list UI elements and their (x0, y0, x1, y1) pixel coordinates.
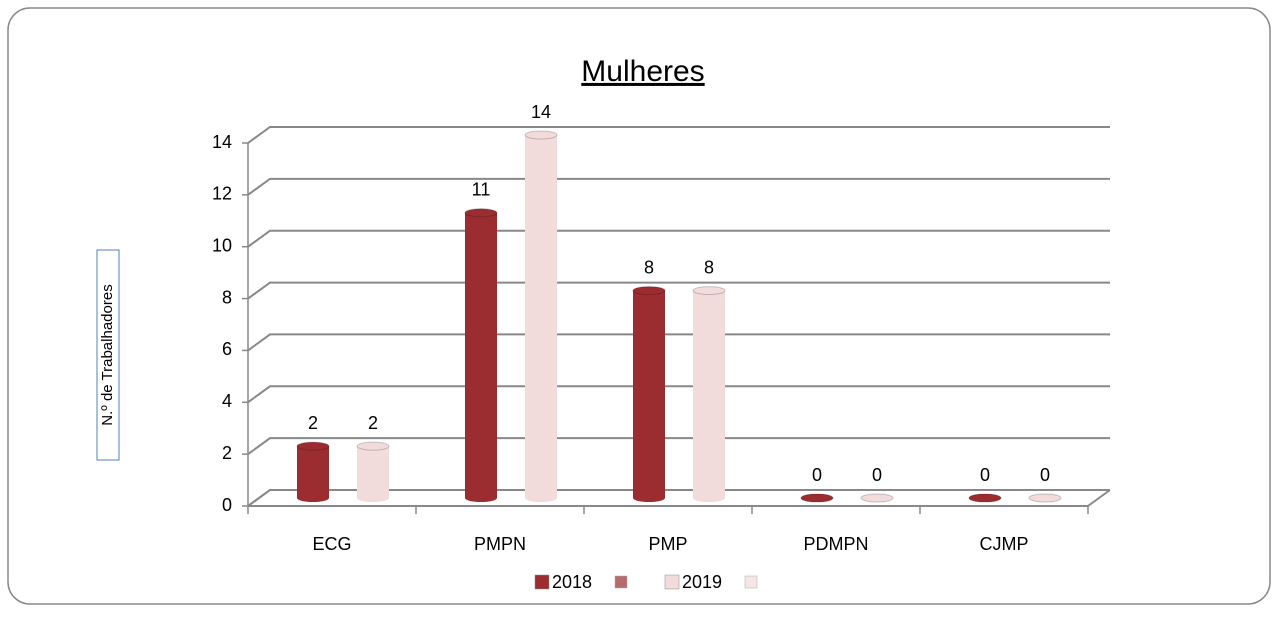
value-label: 2 (308, 413, 318, 433)
x-tick-label: PMPN (474, 534, 526, 554)
legend-swatch-extra (744, 575, 758, 589)
bar-top (356, 441, 390, 451)
bar-top (968, 493, 1002, 503)
value-label: 0 (872, 465, 882, 485)
legend-label: 2019 (682, 572, 722, 592)
bar-base (525, 494, 557, 502)
bar-top (860, 493, 894, 503)
bar-top (464, 208, 498, 218)
y-tick-label: 0 (222, 495, 232, 515)
y-label-box (96, 249, 120, 461)
bar-base (297, 494, 329, 502)
bar (296, 441, 330, 502)
value-label: 0 (812, 465, 822, 485)
bar (524, 130, 558, 502)
value-label: 2 (368, 413, 378, 433)
bar (1028, 493, 1062, 503)
grid-line (247, 437, 1110, 455)
y-tick-label: 6 (222, 339, 232, 359)
bar (356, 441, 390, 502)
bar-body (525, 135, 557, 498)
bar-base (357, 494, 389, 502)
bar-base (693, 494, 725, 502)
chart-title: Mulheres (581, 55, 704, 88)
y-axis-label: N.º de Trabalhadores (99, 284, 116, 425)
axis-line (1087, 489, 1111, 507)
bar-body (465, 212, 497, 499)
bar-top (524, 130, 558, 140)
legend-label: 2018 (552, 572, 592, 592)
bar-body (357, 446, 389, 498)
y-tick-label: 14 (212, 132, 232, 152)
bar (632, 286, 666, 502)
y-tick-label: 2 (222, 443, 232, 463)
grid-line (247, 333, 1110, 352)
value-label: 8 (704, 257, 714, 277)
bar (692, 286, 726, 502)
y-tick-label: 8 (222, 287, 232, 307)
bar (968, 493, 1002, 503)
bar-base (465, 494, 497, 502)
y-tick-label: 12 (212, 184, 232, 204)
bar (800, 493, 834, 503)
legend-swatch (534, 574, 550, 590)
bar-top (1028, 493, 1062, 503)
legend-swatch-extra (614, 575, 628, 589)
value-label: 0 (1040, 465, 1050, 485)
value-label: 14 (531, 102, 551, 122)
value-label: 11 (472, 180, 491, 200)
grid-line (247, 177, 1110, 196)
legend-swatch (664, 574, 680, 590)
y-tick-label: 10 (212, 235, 232, 255)
bar-base (633, 494, 665, 502)
bar-top (800, 493, 834, 503)
x-tick-label: CJMP (980, 534, 1029, 554)
value-label: 8 (644, 257, 654, 277)
grid-line (247, 229, 1110, 248)
bar-top (632, 286, 666, 296)
x-tick-label: ECG (312, 534, 351, 554)
grid-line (247, 489, 1110, 507)
grid-line (247, 385, 1110, 404)
y-tick-label: 4 (222, 391, 232, 411)
x-tick-label: PDMPN (803, 534, 868, 554)
grid-line (247, 126, 1110, 144)
bar-top (296, 441, 330, 451)
value-label: 0 (980, 465, 990, 485)
bar (464, 208, 498, 502)
grid-line (247, 281, 1110, 300)
bar-body (633, 290, 665, 498)
x-tick-label: PMP (648, 534, 687, 554)
bar-body (297, 446, 329, 498)
bar-body (693, 290, 725, 498)
bar (860, 493, 894, 503)
bar-top (692, 286, 726, 296)
